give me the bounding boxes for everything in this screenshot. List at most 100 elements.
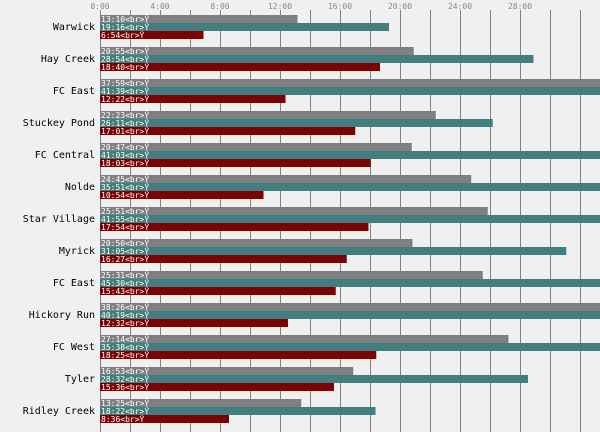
- bar-value-label: 25:51<br>Ϋ: [101, 206, 149, 216]
- bar-series-red: [100, 191, 264, 199]
- bar-value-label: 22:23<br>Ϋ: [101, 110, 149, 120]
- bar-value-label: 10:54<br>Ϋ: [101, 190, 149, 200]
- bar-series-teal: [100, 23, 390, 31]
- bar-value-label: 18:03<br>Ϋ: [101, 158, 149, 168]
- bar-series-teal: [100, 311, 600, 319]
- bar-value-label: 6:54<br>Ϋ: [101, 30, 145, 40]
- bar-value-label: 28:54<br>Ϋ: [101, 54, 149, 64]
- bar-value-label: 24:45<br>Ϋ: [101, 174, 149, 184]
- bar-value-label: 28:32<br>Ϋ: [101, 374, 149, 384]
- bar-value-label: 45:30<br>Ϋ: [101, 278, 149, 288]
- category-label: Hay Creek: [41, 54, 95, 65]
- bar-value-label: 31:05<br>Ϋ: [101, 246, 149, 256]
- bar-series-red: [100, 159, 371, 167]
- bar-series-red: [100, 63, 381, 71]
- x-axis-ticks: 0:00 4:00 8:00 12:00 16:00 20:00 24:00 28:00: [90, 2, 532, 11]
- x-tick-label: 8:00: [210, 2, 229, 11]
- bar-value-label: 20:47<br>Ϋ: [101, 142, 149, 152]
- bar-value-label: 16:27<br>Ϋ: [101, 254, 149, 264]
- bar-value-label: 41:03<br>Ϋ: [101, 150, 149, 160]
- bar-value-label: 13:10<br>Ϋ: [101, 14, 149, 24]
- category-label: Stuckey Pond: [23, 118, 95, 129]
- bar-value-label: 20:50<br>Ϋ: [101, 238, 149, 248]
- bar-series-teal: [100, 247, 567, 255]
- bar-series-teal: [100, 119, 493, 127]
- bar-series-gray: [100, 143, 412, 151]
- bar-value-label: 8:36<br>Ϋ: [101, 414, 145, 424]
- bar-value-label: 18:25<br>Ϋ: [101, 350, 149, 360]
- bar-series-gray: [100, 111, 436, 119]
- category-label: Star Village: [23, 214, 95, 225]
- category-label: Ridley Creek: [23, 406, 95, 417]
- bar-value-label: 41:39<br>Ϋ: [101, 86, 149, 96]
- bar-series-red: [100, 351, 377, 359]
- bar-value-label: 35:51<br>Ϋ: [101, 182, 149, 192]
- bar-series-red: [100, 319, 288, 327]
- bar-series-teal: [100, 183, 600, 191]
- bar-series-teal: [100, 87, 600, 95]
- x-tick-label: 28:00: [508, 2, 532, 11]
- bar-value-label: 20:55<br>Ϋ: [101, 46, 149, 56]
- category-labels: Warwick Hay Creek FC East Stuckey Pond FC Ce…: [23, 22, 95, 417]
- x-tick-label: 20:00: [388, 2, 412, 11]
- bar-value-label: 17:01<br>Ϋ: [101, 126, 149, 136]
- bar-value-label: 27:14<br>Ϋ: [101, 334, 149, 344]
- bar-series-gray: [100, 271, 483, 279]
- category-label: Warwick: [53, 22, 95, 33]
- bar-value-label: 25:31<br>Ϋ: [101, 270, 149, 280]
- bar-value-label: 18:22<br>Ϋ: [101, 406, 149, 416]
- bar-value-label: 15:36<br>Ϋ: [101, 382, 149, 392]
- category-label: FC East: [53, 278, 95, 289]
- bar-value-label: 12:22<br>Ϋ: [101, 94, 149, 104]
- bar-series-gray: [100, 399, 302, 407]
- category-label: Tyler: [65, 374, 95, 385]
- x-tick-label: 12:00: [268, 2, 292, 11]
- bar-value-label: 13:25<br>Ϋ: [101, 398, 149, 408]
- bar-series-gray: [100, 239, 413, 247]
- bar-series-red: [100, 287, 336, 295]
- category-label: FC Central: [35, 150, 95, 161]
- category-label: FC West: [53, 342, 95, 353]
- bar-series-gray: [100, 335, 509, 343]
- bar-value-label: 17:54<br>Ϋ: [101, 222, 149, 232]
- bar-series-red: [100, 31, 204, 39]
- category-label: FC East: [53, 86, 95, 97]
- category-label: Hickory Run: [29, 310, 95, 321]
- bar-value-label: 40:19<br>Ϋ: [101, 310, 149, 320]
- bar-series-teal: [100, 279, 600, 287]
- bar-series-gray: [100, 15, 298, 23]
- bar-value-label: 37:59<br>Ϋ: [101, 78, 149, 88]
- category-label: Myrick: [59, 246, 95, 257]
- bars: 13:10<br>Ϋ19:16<br>Ϋ6:54<br>Ϋ20:55<br>Ϋ2…: [100, 14, 600, 424]
- bar-series-gray: [100, 367, 354, 375]
- bar-value-label: 15:43<br>Ϋ: [101, 286, 149, 296]
- bar-series-gray: [100, 175, 472, 183]
- bar-series-red: [100, 95, 286, 103]
- bar-series-red: [100, 223, 369, 231]
- bar-series-teal: [100, 343, 600, 351]
- bar-value-label: 18:40<br>Ϋ: [101, 62, 149, 72]
- bar-series-teal: [100, 375, 528, 383]
- bar-series-red: [100, 415, 229, 423]
- bar-series-teal: [100, 55, 534, 63]
- bar-series-gray: [100, 47, 414, 55]
- bar-series-teal: [100, 151, 600, 159]
- bar-series-gray: [100, 79, 600, 87]
- x-tick-label: 16:00: [328, 2, 352, 11]
- bar-value-label: 19:16<br>Ϋ: [101, 22, 149, 32]
- x-tick-label: 24:00: [448, 2, 472, 11]
- bar-value-label: 26:11<br>Ϋ: [101, 118, 149, 128]
- bar-value-label: 12:32<br>Ϋ: [101, 318, 149, 328]
- bar-value-label: 41:55<br>Ϋ: [101, 214, 149, 224]
- bar-value-label: 35:38<br>Ϋ: [101, 342, 149, 352]
- bar-series-teal: [100, 215, 600, 223]
- bar-series-gray: [100, 207, 488, 215]
- bar-series-red: [100, 127, 356, 135]
- x-tick-label: 0:00: [90, 2, 109, 11]
- category-label: Nolde: [65, 182, 95, 193]
- x-tick-label: 4:00: [150, 2, 169, 11]
- bar-series-gray: [100, 303, 600, 311]
- bar-value-label: 16:53<br>Ϋ: [101, 366, 149, 376]
- bar-series-red: [100, 255, 347, 263]
